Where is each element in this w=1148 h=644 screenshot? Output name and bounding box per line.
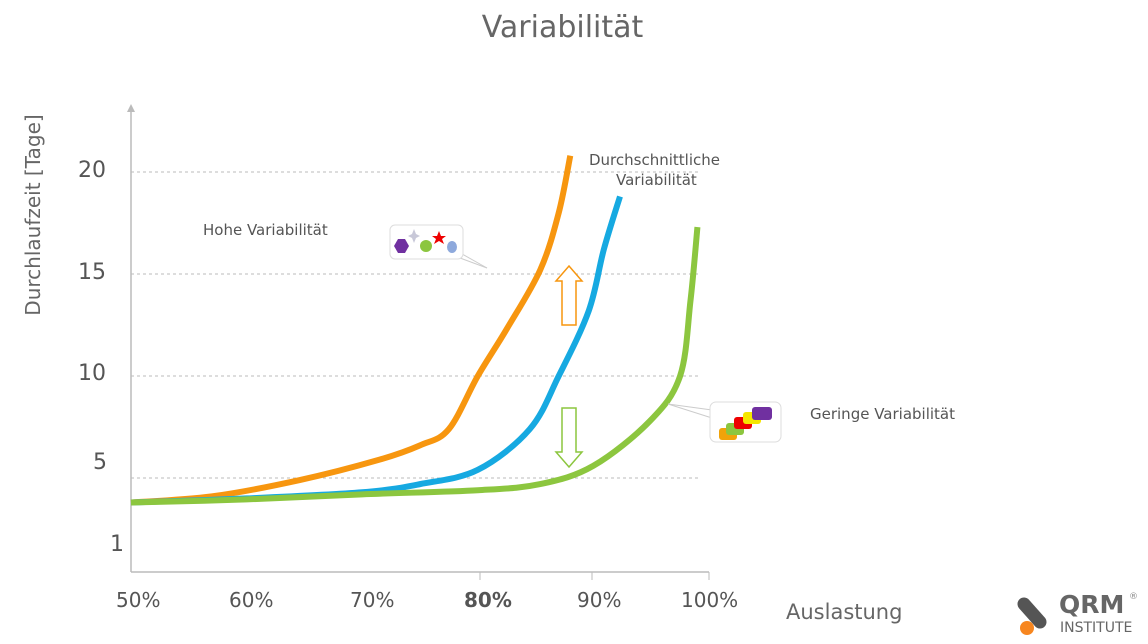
- high-variability-shapes-icon: [389, 224, 488, 269]
- logo-subtitle: INSTITUTE: [1060, 620, 1133, 636]
- logo-registered-mark: ®: [1129, 592, 1138, 602]
- x-tick: 90%: [577, 588, 622, 612]
- x-tick: 80%: [464, 588, 512, 612]
- label-avg-variability-1: Durchschnittliche: [589, 151, 720, 169]
- label-avg-variability-2: Variabilität: [616, 171, 697, 189]
- y-tick: 5: [93, 450, 107, 475]
- y-tick: 20: [78, 158, 106, 183]
- up-arrow-icon: [554, 264, 584, 326]
- label-high-variability: Hohe Variabilität: [203, 221, 328, 239]
- x-axis-label: Auslastung: [786, 600, 903, 624]
- x-tick: 100%: [681, 588, 739, 612]
- series-line-0: [130, 155, 574, 506]
- y-tick: 15: [78, 260, 106, 285]
- series-line-1: [130, 195, 623, 506]
- qrm-logo: [1017, 597, 1047, 635]
- series-line-2: [130, 226, 701, 506]
- y-tick: 10: [78, 361, 106, 386]
- logo-name: QRM: [1059, 590, 1125, 619]
- x-tick: 50%: [116, 588, 161, 612]
- label-low-variability: Geringe Variabilität: [810, 405, 956, 423]
- y-tick: 1: [110, 532, 124, 557]
- x-tick: 60%: [229, 588, 274, 612]
- chart-title: Variabilität: [481, 10, 644, 45]
- down-arrow-icon: [554, 407, 584, 469]
- low-variability-shapes-icon: [667, 401, 782, 443]
- x-tick: 70%: [350, 588, 395, 612]
- y-axis-arrow: [127, 104, 135, 112]
